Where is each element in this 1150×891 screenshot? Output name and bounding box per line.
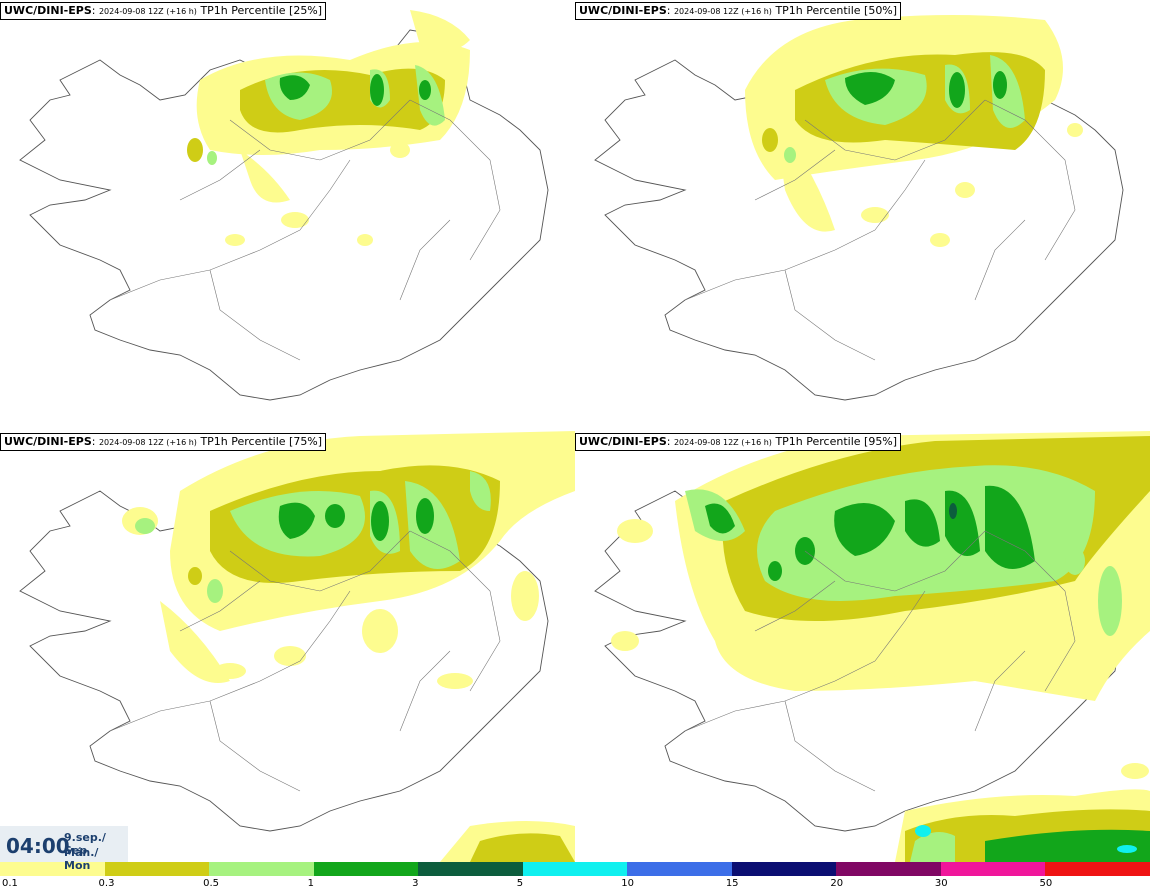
- legend-tick-label: 5: [516, 878, 524, 889]
- precip-field: [611, 431, 1150, 862]
- legend-tick-label: 1: [307, 878, 314, 889]
- legend-tick-label: 50: [1039, 878, 1053, 889]
- legend-tick-label: 30: [934, 878, 948, 889]
- map-panel-p95: UWC/DINI-EPS: 2024-09-08 12Z (+16 h) TP1…: [575, 431, 1150, 862]
- valid-day: Mán./ Mon: [64, 846, 99, 872]
- legend-swatch: [627, 862, 733, 876]
- panel-title: UWC/DINI-EPS: 2024-09-08 12Z (+16 h) TP1…: [575, 2, 902, 20]
- valid-time-box: 04:00 9.sep./ Sep Mán./ Mon: [0, 826, 128, 872]
- legend-swatch: [104, 862, 210, 876]
- map-panel-p75: UWC/DINI-EPS: 2024-09-08 12Z (+16 h) TP1…: [0, 431, 575, 862]
- precip-field: [745, 15, 1083, 247]
- legend-tick-label: 0.3: [98, 878, 115, 889]
- precip-legend: 0.1 0.3 0.5 1 3 5 10 15 20 30 50: [0, 862, 1150, 891]
- legend-swatch: [0, 862, 106, 876]
- legend-swatch: [418, 862, 524, 876]
- panel-title: UWC/DINI-EPS: 2024-09-08 12Z (+16 h) TP1…: [0, 2, 327, 20]
- precip-field: [187, 10, 470, 246]
- map-panel-p50: UWC/DINI-EPS: 2024-09-08 12Z (+16 h) TP1…: [575, 0, 1150, 431]
- legend-swatch: [731, 862, 837, 876]
- legend-swatch: [836, 862, 942, 876]
- valid-date: 9.sep./ Sep: [64, 831, 106, 857]
- legend-tick-label: 0.5: [203, 878, 219, 889]
- legend-tick-label: 3: [412, 878, 419, 889]
- legend-tick-label: 0.1: [2, 878, 18, 889]
- legend-swatch: [522, 862, 628, 876]
- panel-title: UWC/DINI-EPS: 2024-09-08 12Z (+16 h) TP1…: [0, 433, 327, 451]
- valid-time: 04:00: [6, 834, 70, 858]
- map-panel-p25: UWC/DINI-EPS: 2024-09-08 12Z (+16 h) TP1…: [0, 0, 575, 431]
- legend-tick-label: 10: [621, 878, 634, 889]
- panel-title: UWC/DINI-EPS: 2024-09-08 12Z (+16 h) TP1…: [575, 433, 902, 451]
- legend-tick-label: 20: [830, 878, 844, 889]
- legend-tick-label: 15: [725, 878, 739, 889]
- legend-swatch: [1045, 862, 1150, 876]
- legend-swatch: [209, 862, 315, 876]
- legend-swatch: [313, 862, 419, 876]
- legend-swatch: [940, 862, 1046, 876]
